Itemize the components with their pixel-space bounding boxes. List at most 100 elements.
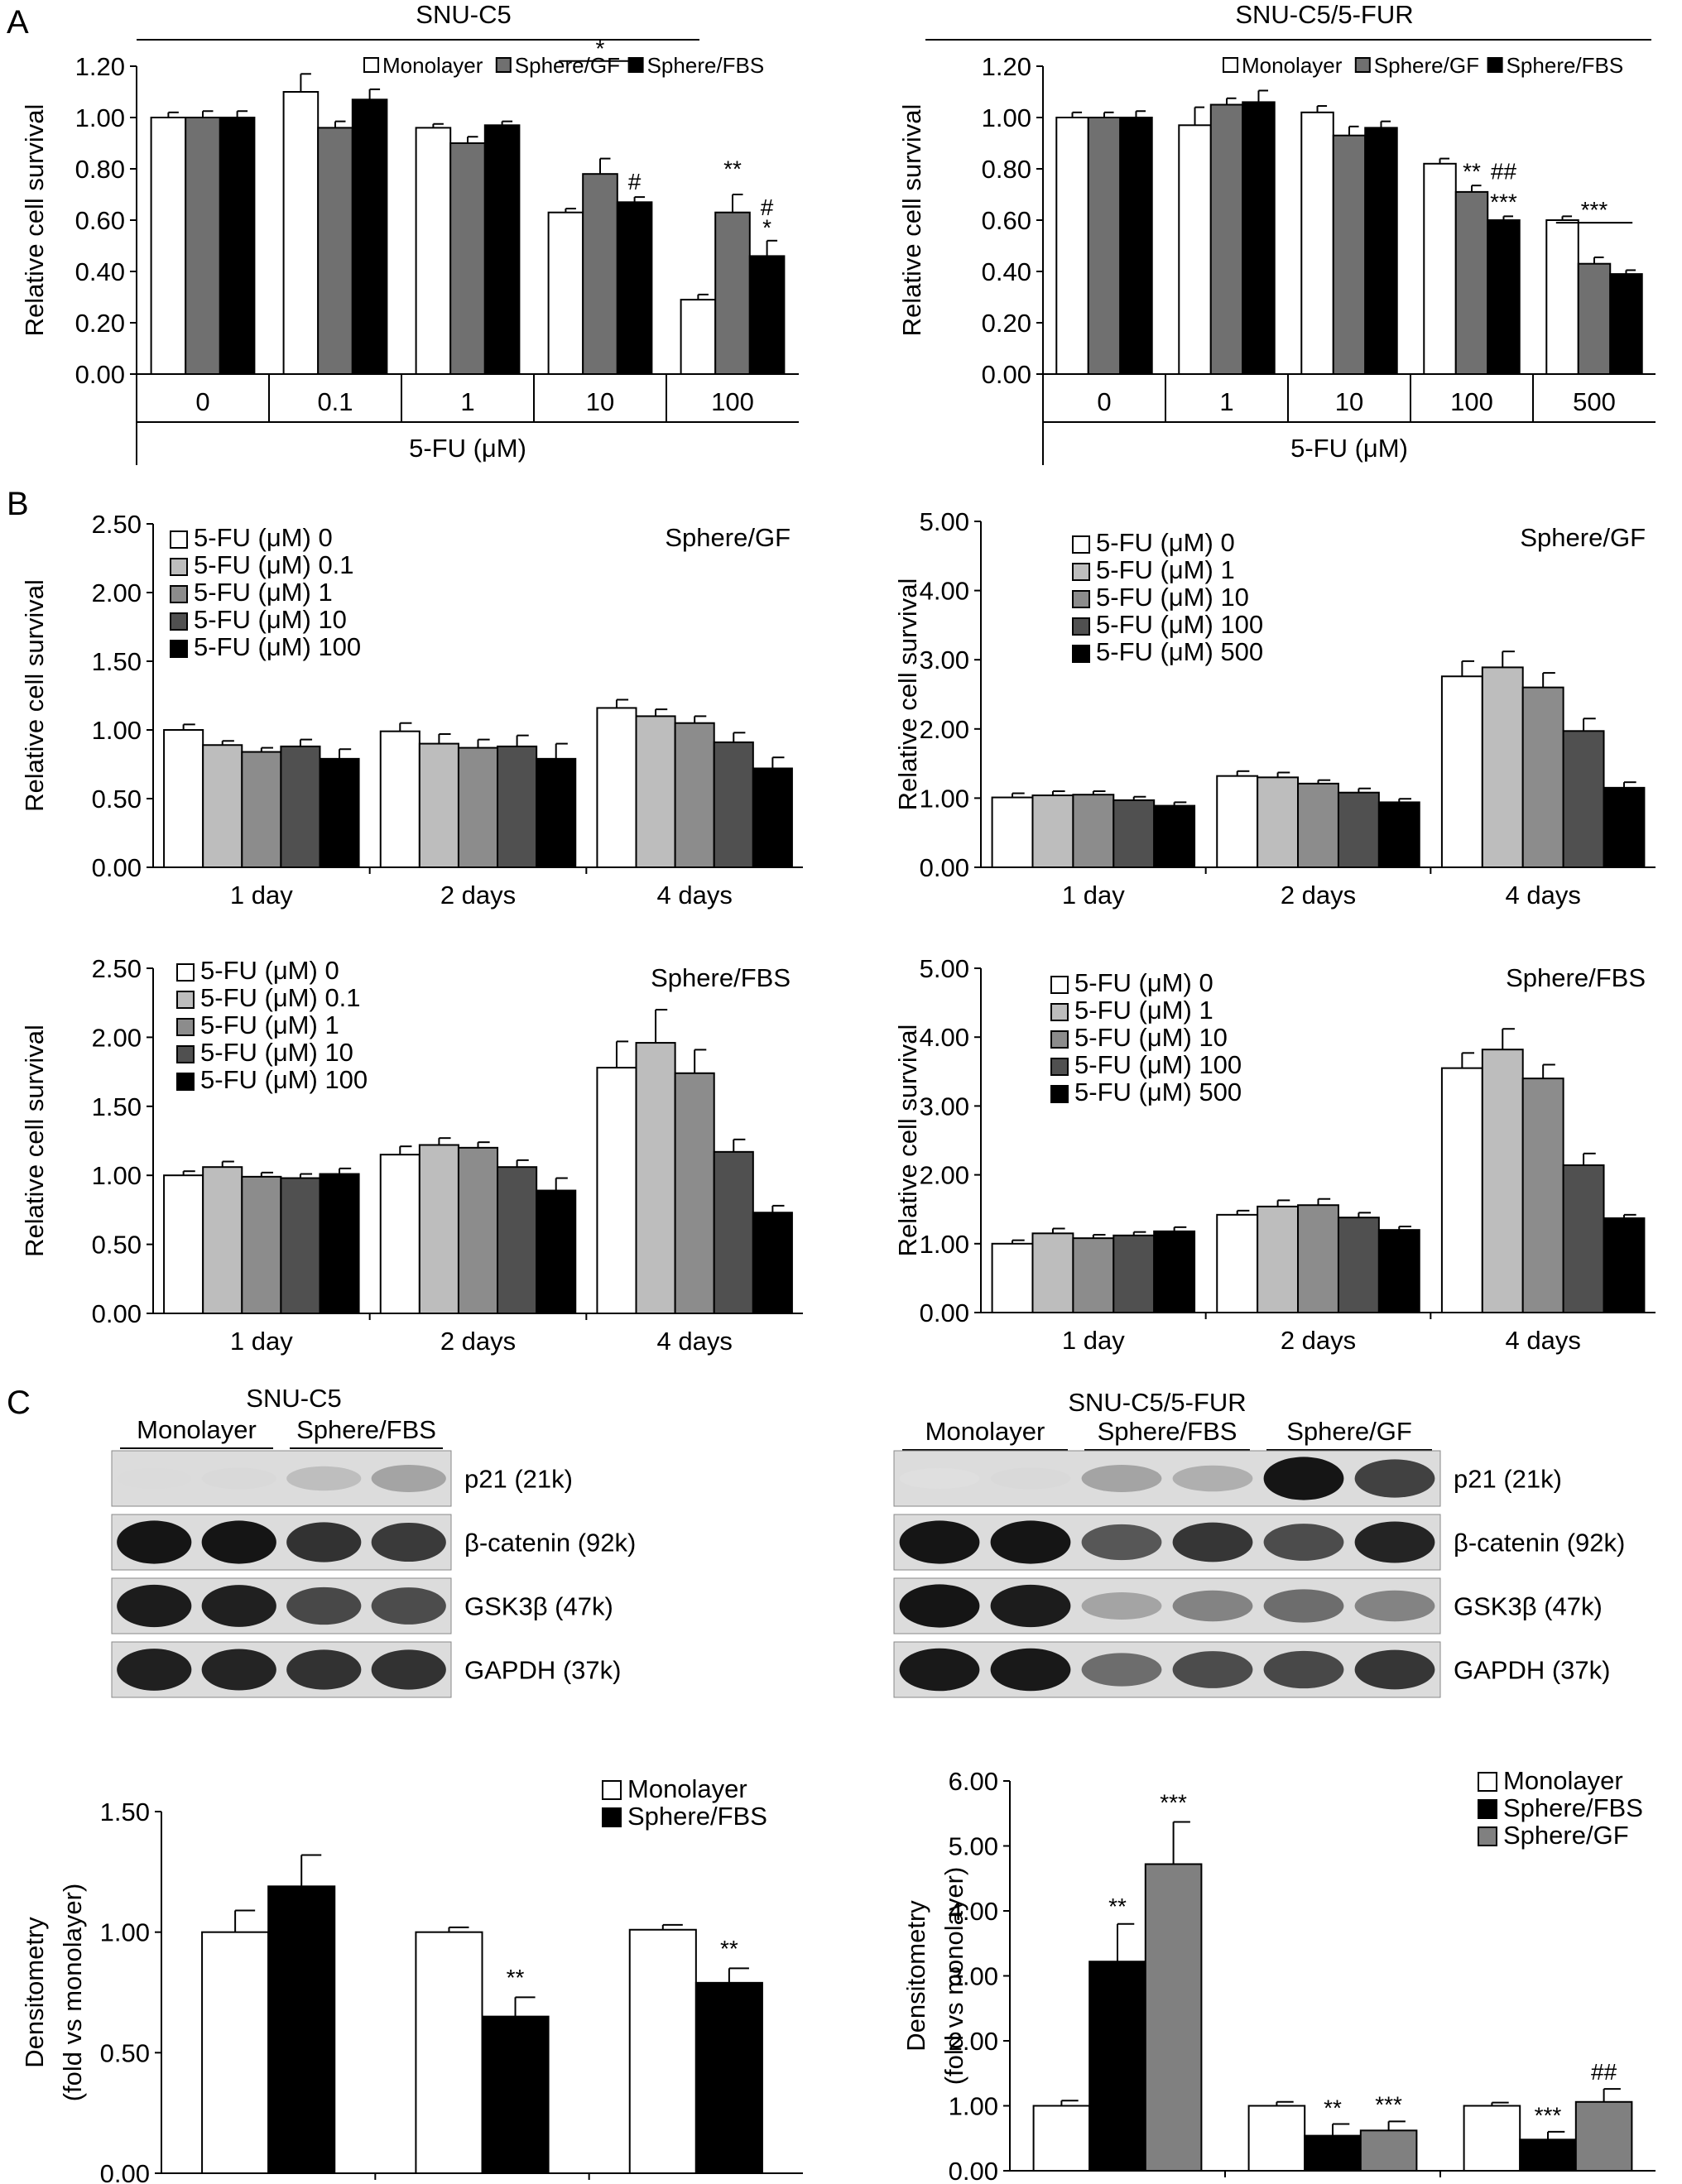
y-tick-label: 6.00: [949, 1767, 998, 1796]
x-tick-label: 1: [1219, 387, 1233, 416]
legend-swatch: [1072, 617, 1090, 636]
x-tick-label: 2 days: [440, 1327, 516, 1356]
y-tick-label: 1.20: [75, 52, 125, 81]
bar: [415, 127, 452, 375]
bar: [1423, 162, 1457, 375]
legend-swatch: [170, 530, 188, 549]
blot-band: [1172, 1590, 1253, 1622]
y-axis-label-2: (fold vs monolayer): [940, 1867, 968, 2086]
bar: [280, 1177, 321, 1315]
bar: [674, 722, 715, 869]
significance-mark: ***: [1375, 2091, 1402, 2117]
legend-swatch: [170, 585, 188, 603]
bar: [1072, 1237, 1115, 1314]
blot-band: [1263, 1650, 1344, 1689]
y-tick-label: 5.00: [949, 1832, 998, 1861]
significance-mark: ***: [1490, 190, 1517, 215]
legend-swatch: [176, 991, 195, 1009]
blot-right: SNU-C5/5-FUR Monolayer Sphere/FBS Sphere/GF…: [893, 1388, 1625, 1698]
y-tick-label: 1.00: [949, 2092, 998, 2121]
chart-title: SNU-C5/5-FUR: [1235, 0, 1413, 29]
blot-band: [1263, 1524, 1344, 1561]
blot-strip: [893, 1577, 1441, 1634]
bar: [1113, 799, 1156, 869]
legend-swatch: [1072, 563, 1090, 581]
x-tick-label: 1: [460, 387, 474, 416]
bar: [1257, 1205, 1300, 1313]
significance-mark: ##: [1491, 158, 1517, 184]
bar: [1153, 1230, 1196, 1313]
bar: [1242, 101, 1276, 376]
bar: [185, 117, 221, 375]
bar: [635, 715, 676, 869]
y-tick-label: 0.00: [100, 2159, 150, 2184]
bar: [457, 1146, 499, 1314]
legend-entry: Sphere/FBS: [1507, 53, 1624, 78]
y-tick-label: 1.00: [92, 716, 142, 745]
blot-band: [1172, 1465, 1253, 1492]
blot-band: [1354, 1649, 1435, 1690]
bar: [497, 745, 538, 868]
significance-mark: **: [1108, 1894, 1127, 1919]
blot-band: [990, 1467, 1071, 1490]
significance-mark: **: [723, 156, 742, 181]
x-axis-label: 5-FU (μM): [1290, 434, 1408, 463]
bar: [1031, 794, 1074, 869]
y-tick-label: 0.00: [92, 853, 142, 882]
blot-band: [1172, 1522, 1253, 1562]
legend-entry: 5-FU (μM) 100: [1074, 1050, 1242, 1079]
chart-a-right: 0.00 0.20 0.40 0.60 0.80 1.00 1.20 Relative cel…: [897, 0, 1656, 465]
blot-band: [286, 1522, 362, 1562]
blot-band: [201, 1649, 276, 1691]
bar: [713, 1150, 754, 1314]
bar: [241, 751, 282, 868]
bar: [418, 1144, 459, 1315]
legend-swatch: [1072, 590, 1090, 608]
blot-row-label: GSK3β (47k): [464, 1592, 613, 1621]
bar: [1463, 2105, 1521, 2172]
blot-band: [117, 1584, 192, 1628]
x-tick-label: 1 day: [1062, 1326, 1125, 1355]
bar: [1519, 2138, 1577, 2172]
bar: [1216, 1213, 1259, 1313]
significance-mark: ##: [1591, 2059, 1617, 2085]
bar: [1440, 1067, 1483, 1313]
significance-mark: **: [720, 1936, 738, 1961]
bar: [1119, 117, 1153, 375]
y-axis-label: Relative cell survival: [893, 578, 922, 811]
y-tick-label: 5.00: [920, 507, 969, 536]
bar: [449, 142, 486, 375]
bar: [1487, 219, 1521, 375]
bar: [991, 1242, 1034, 1314]
y-tick-label: 0.00: [75, 360, 125, 389]
x-tick-label: 100: [711, 387, 754, 416]
y-tick-label: 0.40: [75, 257, 125, 286]
y-tick-label: 0.00: [982, 360, 1031, 389]
y-tick-label: 3.00: [920, 1092, 969, 1121]
legend-entry: 5-FU (μM) 100: [1096, 610, 1263, 639]
x-tick-label: 4 days: [1505, 881, 1580, 910]
bar: [351, 98, 388, 376]
x-tick-label: 0: [195, 387, 209, 416]
blot-band: [201, 1467, 276, 1490]
blot-band: [117, 1520, 192, 1564]
panel-condition-label: Sphere/FBS: [651, 963, 791, 992]
y-tick-label: 2.00: [949, 2027, 998, 2056]
bar: [1562, 730, 1605, 868]
legend-entry: Monolayer: [1503, 1766, 1623, 1795]
x-tick-label: 2 days: [1281, 881, 1356, 910]
bar: [991, 796, 1034, 869]
legend-entry: 5-FU (μM) 100: [194, 632, 361, 661]
legend-swatch: [176, 1073, 195, 1091]
chart-a-left: 0.00 0.20 0.40 0.60 0.80 1.00 1.20 Relative cel…: [20, 0, 799, 465]
bar: [1603, 1217, 1646, 1313]
blot-row-label: p21 (21k): [1454, 1465, 1562, 1494]
legend-entry: 5-FU (μM) 1: [200, 1010, 339, 1039]
y-tick-label: 2.00: [92, 578, 142, 607]
y-tick-label: 4.00: [920, 1023, 969, 1052]
chart-c-left: 0.00 0.50 1.00 1.50 Densitometry (fold vs mon…: [20, 1774, 803, 2184]
blot-band: [286, 1586, 362, 1625]
legend-entry: 5-FU (μM) 500: [1074, 1078, 1242, 1106]
bar: [201, 1931, 270, 2175]
